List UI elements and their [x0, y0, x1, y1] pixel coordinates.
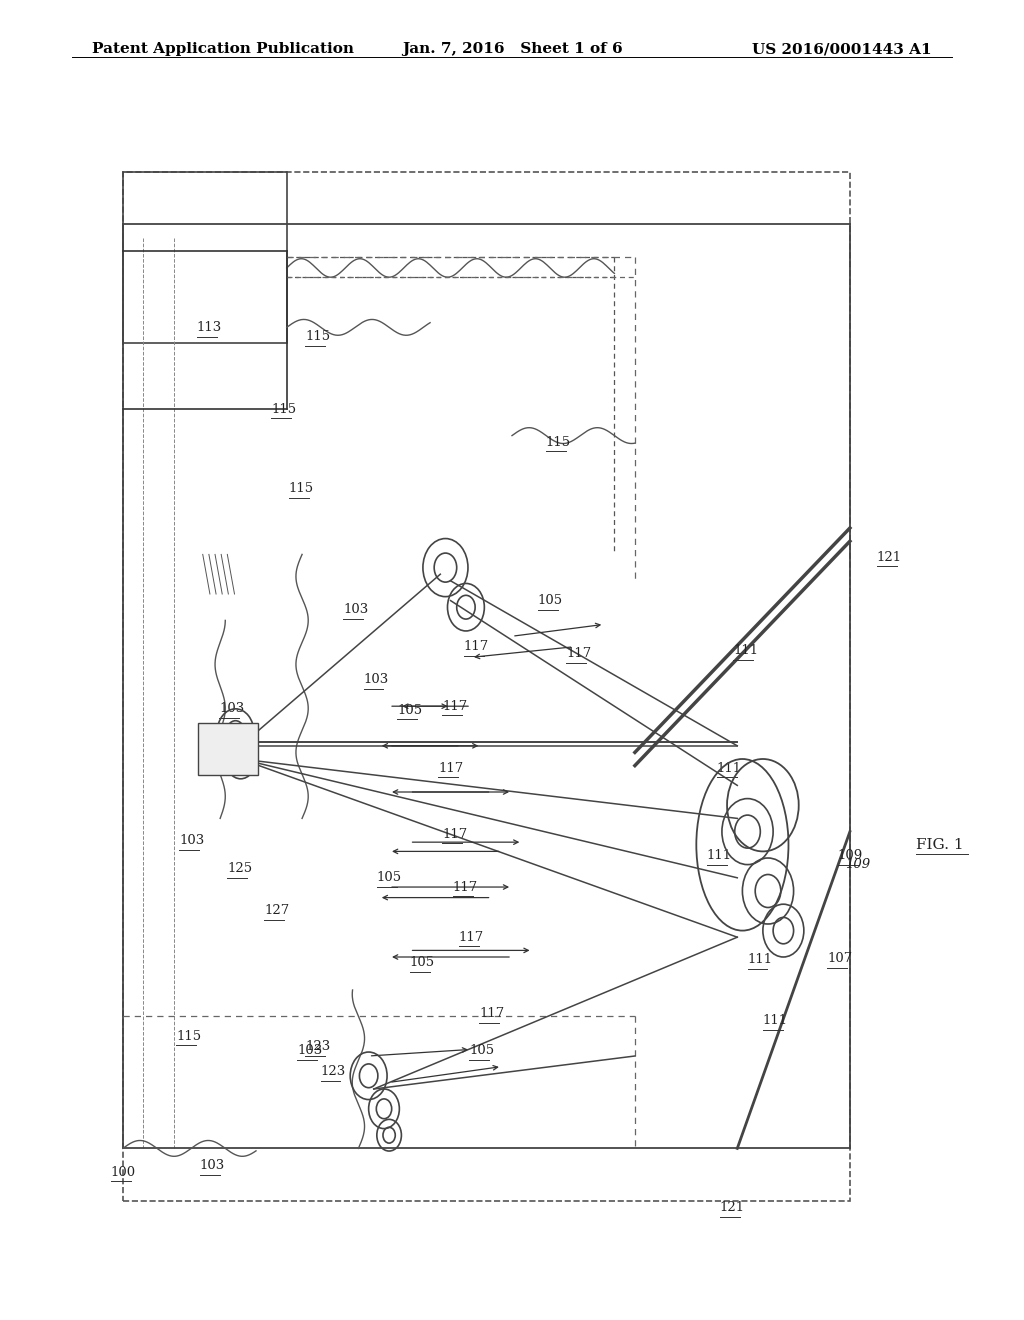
Text: 109: 109 [838, 849, 863, 862]
Text: 115: 115 [289, 482, 314, 495]
Text: 115: 115 [271, 403, 297, 416]
Text: 105: 105 [410, 956, 435, 969]
Text: 117: 117 [438, 762, 464, 775]
Text: 103: 103 [179, 834, 205, 847]
Text: 103: 103 [297, 1044, 323, 1057]
Text: 121: 121 [877, 550, 902, 564]
Text: 105: 105 [397, 704, 423, 717]
Text: 111: 111 [748, 953, 773, 966]
Text: 109: 109 [845, 858, 870, 871]
Text: Jan. 7, 2016   Sheet 1 of 6: Jan. 7, 2016 Sheet 1 of 6 [401, 42, 623, 57]
Text: 111: 111 [733, 644, 759, 657]
Text: 117: 117 [442, 828, 468, 841]
Text: 117: 117 [442, 700, 468, 713]
Text: 103: 103 [364, 673, 389, 686]
Text: 123: 123 [321, 1065, 346, 1078]
Text: 127: 127 [264, 904, 290, 917]
Text: 105: 105 [377, 871, 402, 884]
Text: 111: 111 [707, 849, 732, 862]
Text: 107: 107 [827, 952, 853, 965]
Text: US 2016/0001443 A1: US 2016/0001443 A1 [753, 42, 932, 57]
Text: 111: 111 [717, 762, 742, 775]
Text: 121: 121 [720, 1201, 745, 1214]
Text: 117: 117 [479, 1007, 505, 1020]
Text: Patent Application Publication: Patent Application Publication [92, 42, 354, 57]
Text: 105: 105 [538, 594, 563, 607]
Text: 105: 105 [469, 1044, 495, 1057]
Text: 115: 115 [176, 1030, 202, 1043]
Text: 117: 117 [566, 647, 592, 660]
Text: 100: 100 [111, 1166, 136, 1179]
Text: 103: 103 [219, 702, 245, 715]
Text: 113: 113 [197, 321, 222, 334]
Text: 103: 103 [343, 603, 369, 616]
Text: FIG. 1: FIG. 1 [916, 838, 965, 851]
Text: 111: 111 [763, 1014, 788, 1027]
Text: 115: 115 [546, 436, 571, 449]
FancyBboxPatch shape [198, 723, 258, 775]
Text: 125: 125 [227, 862, 253, 875]
Text: 103: 103 [200, 1159, 225, 1172]
Text: 117: 117 [464, 640, 489, 653]
Text: 117: 117 [459, 931, 484, 944]
Text: 115: 115 [305, 330, 331, 343]
Text: 123: 123 [305, 1040, 331, 1053]
Text: 117: 117 [453, 880, 478, 894]
